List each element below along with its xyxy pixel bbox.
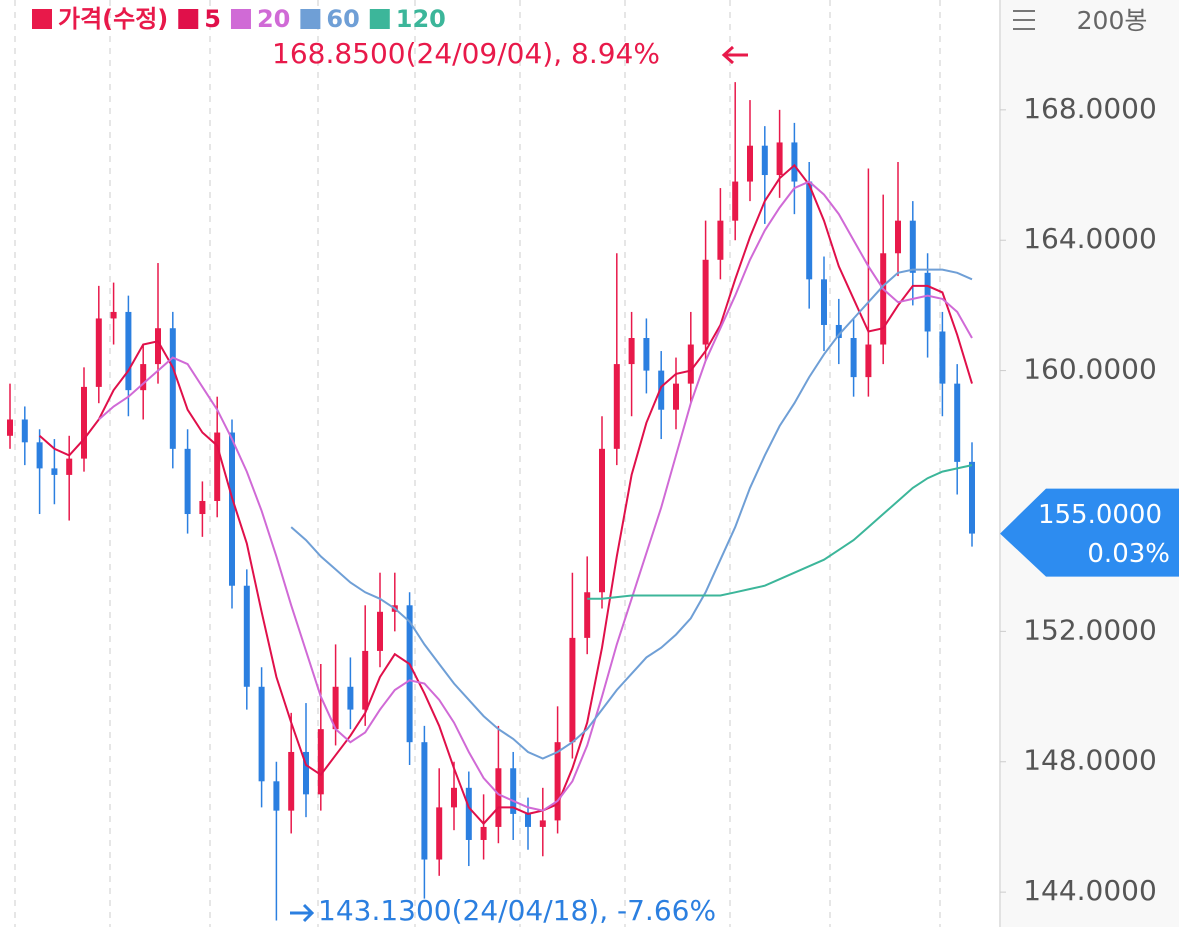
legend-label: 5 <box>204 5 221 33</box>
candle-body <box>258 686 265 782</box>
candle-body <box>273 781 280 811</box>
candle-body <box>954 383 961 462</box>
max-label: 168.8500(24/09/04), 8.94% <box>272 37 660 70</box>
ma-line <box>587 464 973 600</box>
candle-body <box>717 220 724 260</box>
price-tag-value: 155.0000 <box>1038 500 1162 530</box>
candle-body <box>421 742 428 860</box>
candle-body <box>451 787 457 808</box>
candle-body <box>806 181 813 280</box>
candle-body <box>613 364 620 449</box>
candle-body <box>51 468 58 475</box>
candle-body <box>21 419 28 443</box>
candle-body <box>169 328 176 449</box>
candle-body <box>465 787 472 840</box>
candle-body <box>569 637 576 743</box>
legend-swatch <box>369 9 390 29</box>
candle-body <box>436 807 443 860</box>
candle-body <box>969 461 975 534</box>
legend-label: 60 <box>326 5 359 33</box>
candle-body <box>673 383 679 410</box>
legend-label: 20 <box>257 5 290 33</box>
candle-body <box>243 585 250 687</box>
candle-body <box>377 611 383 651</box>
candle-body <box>628 338 635 365</box>
candle-body <box>81 386 87 459</box>
y-tick-label: 164.0000 <box>1023 222 1157 255</box>
candle-body <box>184 448 191 515</box>
candle-body <box>909 220 916 273</box>
candle-body <box>347 686 354 710</box>
candle-body <box>539 820 546 827</box>
candle-body <box>880 253 887 345</box>
ma-line <box>290 268 973 760</box>
candle-body <box>303 751 309 795</box>
candle-body <box>702 259 709 345</box>
candle-body <box>835 324 842 339</box>
y-tick-label: 152.0000 <box>1023 613 1157 646</box>
candle-body <box>761 145 768 176</box>
price-tag <box>1000 488 1179 577</box>
candle-body <box>939 331 946 384</box>
x-grid <box>14 0 941 927</box>
ma-line <box>98 180 973 812</box>
candle-body <box>332 686 339 730</box>
candle-body <box>66 458 73 475</box>
candle-body <box>495 768 502 827</box>
candle-body <box>599 448 605 593</box>
legend-swatch <box>230 9 251 29</box>
legend-swatch <box>300 9 321 29</box>
candle-body <box>510 768 517 814</box>
candle-body <box>554 742 561 821</box>
y-tick-label: 160.0000 <box>1023 353 1157 386</box>
candle-body <box>7 419 13 436</box>
candle-body <box>110 311 117 319</box>
candle-body <box>214 432 221 501</box>
legend-label: 가격(수정) <box>58 5 168 33</box>
candle-body <box>362 650 369 710</box>
legend-label: 120 <box>396 5 446 33</box>
candle-body <box>199 500 206 515</box>
legend-swatch <box>32 9 52 29</box>
ma-line <box>38 163 973 826</box>
candle-body <box>747 145 753 182</box>
candle-body <box>525 813 531 827</box>
candle-body <box>95 318 102 387</box>
bar-count[interactable]: 200봉 <box>1077 6 1148 35</box>
candle-body <box>480 826 487 840</box>
candle-body <box>643 338 650 371</box>
y-tick-label: 144.0000 <box>1023 874 1157 907</box>
price-tag-change: 0.03% <box>1087 539 1170 569</box>
candle-body <box>850 338 857 378</box>
candle-body <box>776 142 783 176</box>
candle-body <box>687 344 694 384</box>
candle-body <box>732 181 739 221</box>
candle-body <box>140 364 147 391</box>
axis-panel <box>1000 0 1179 927</box>
candle-body <box>36 442 43 469</box>
y-tick-label: 148.0000 <box>1023 744 1157 777</box>
candle-body <box>658 370 665 410</box>
legend-swatch <box>178 9 199 29</box>
candle-body <box>288 751 295 811</box>
candle-body <box>821 279 827 325</box>
candle-body <box>584 592 591 638</box>
min-label: 143.1300(24/04/18), -7.66% <box>318 894 716 927</box>
candle-body <box>865 344 872 378</box>
candle-body <box>406 605 413 743</box>
candle-body <box>895 220 901 254</box>
candle-body <box>229 432 235 586</box>
menu-icon[interactable] <box>1013 10 1035 30</box>
max-arrow <box>721 45 748 65</box>
candle-body <box>155 328 161 365</box>
candle-body <box>924 272 931 332</box>
plot <box>7 82 975 921</box>
y-tick-label: 168.0000 <box>1023 92 1157 125</box>
candle-body <box>791 142 798 182</box>
candle-body <box>317 729 324 795</box>
min-arrow <box>290 903 315 923</box>
candle-body <box>125 311 132 391</box>
